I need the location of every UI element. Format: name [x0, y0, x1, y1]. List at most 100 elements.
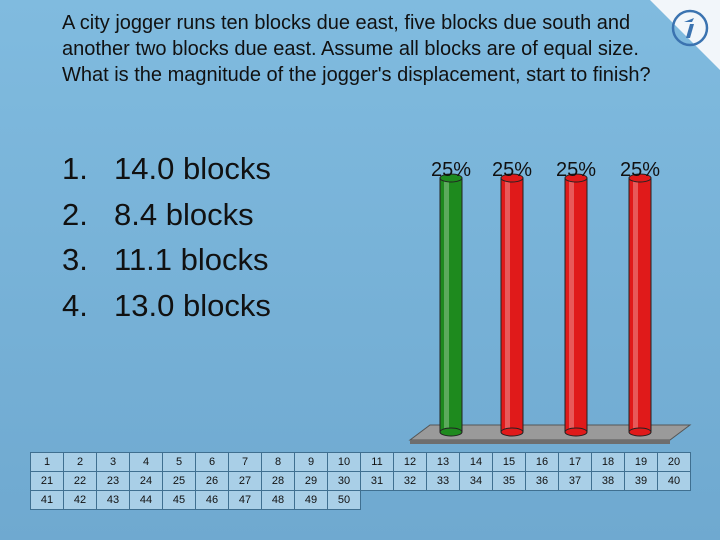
chart-bar [500, 177, 524, 433]
response-cell: 5 [162, 452, 196, 472]
response-cell-empty [394, 491, 427, 510]
answer-list: 1. 14.0 blocks 2. 8.4 blocks 3. 11.1 blocks… [62, 146, 271, 328]
chart-bar-base [500, 427, 524, 437]
response-cell: 27 [228, 471, 262, 491]
response-cell: 6 [195, 452, 229, 472]
turning-technologies-logo-icon [671, 9, 709, 47]
answer-text: 8.4 blocks [114, 196, 254, 232]
response-cell: 50 [327, 490, 361, 510]
chart-bar [628, 177, 652, 433]
response-cell: 26 [195, 471, 229, 491]
response-cell-empty [427, 491, 460, 510]
answer-text: 14.0 blocks [114, 151, 271, 186]
answer-number: 1. [62, 151, 88, 186]
response-cell: 15 [492, 452, 526, 472]
chart-data-label: 25% [556, 159, 596, 181]
chart-bar [564, 177, 588, 433]
response-cell-empty [658, 491, 691, 510]
question-text: A city jogger runs ten blocks due east, … [62, 12, 651, 86]
response-cell: 42 [63, 490, 97, 510]
response-cell: 7 [228, 452, 262, 472]
chart-bar-base [439, 427, 463, 437]
response-cell: 16 [525, 452, 559, 472]
chart-bar-cap [564, 173, 588, 183]
chart-bar-highlight [569, 178, 574, 432]
response-cell: 1 [30, 452, 64, 472]
response-cell: 31 [360, 471, 394, 491]
response-cell: 11 [360, 452, 394, 472]
answer-text: 13.0 blocks [114, 287, 271, 323]
chart-bar-highlight [633, 178, 638, 432]
response-grid: 1 2 3 4 5 6 7 8 9 10 11 12 13 14 15 16 17 18 19 20 21 22 23 24… [30, 452, 691, 510]
response-cell: 8 [261, 452, 295, 472]
response-cell: 13 [426, 452, 460, 472]
chart-bar-highlight [505, 178, 510, 432]
response-cell-empty [559, 491, 592, 510]
response-cell: 3 [96, 452, 130, 472]
response-cell: 43 [96, 490, 130, 510]
response-grid-row: 41 42 43 44 45 46 47 48 49 50 [30, 490, 691, 510]
response-cell: 2 [63, 452, 97, 472]
response-cell: 44 [129, 490, 163, 510]
response-cell: 10 [327, 452, 361, 472]
response-cell: 18 [591, 452, 625, 472]
chart-data-label: 25% [431, 159, 471, 181]
response-cell-empty [361, 491, 394, 510]
chart-bar-cap [628, 173, 652, 183]
response-cell: 9 [294, 452, 328, 472]
response-cell: 38 [591, 471, 625, 491]
response-cell: 46 [195, 490, 229, 510]
chart-bar-cap [500, 173, 524, 183]
response-cell: 36 [525, 471, 559, 491]
response-cell: 30 [327, 471, 361, 491]
response-cell: 22 [63, 471, 97, 491]
response-cell: 4 [129, 452, 163, 472]
chart-bar [439, 177, 463, 433]
response-cell: 41 [30, 490, 64, 510]
response-cell: 21 [30, 471, 64, 491]
response-cell: 48 [261, 490, 295, 510]
response-cell: 40 [657, 471, 691, 491]
response-cell-empty [526, 491, 559, 510]
response-cell: 24 [129, 471, 163, 491]
response-cell: 33 [426, 471, 460, 491]
response-grid-row: 1 2 3 4 5 6 7 8 9 10 11 12 13 14 15 16 17 18 19 20 [30, 452, 691, 472]
response-cell-empty [460, 491, 493, 510]
chart-bar-base [628, 427, 652, 437]
response-cell: 20 [657, 452, 691, 472]
response-cell-empty [592, 491, 625, 510]
response-cell: 32 [393, 471, 427, 491]
response-cell: 23 [96, 471, 130, 491]
answer-option-2[interactable]: 2. 8.4 blocks [62, 192, 271, 238]
chart-floor-edge [410, 440, 670, 444]
chart-bar-cap [439, 173, 463, 183]
response-cell: 14 [459, 452, 493, 472]
response-cell: 39 [624, 471, 658, 491]
response-cell-empty [625, 491, 658, 510]
response-cell: 29 [294, 471, 328, 491]
answer-number: 2. [62, 196, 88, 232]
answer-number: 3. [62, 242, 88, 277]
response-cell: 34 [459, 471, 493, 491]
response-cell: 35 [492, 471, 526, 491]
response-cell: 12 [393, 452, 427, 472]
chart-data-label: 25% [492, 159, 532, 181]
response-cell: 37 [558, 471, 592, 491]
answer-option-3[interactable]: 3. 11.1 blocks [62, 237, 271, 283]
response-grid-row: 21 22 23 24 25 26 27 28 29 30 31 32 33 34 35 36 37 38 39 40 [30, 471, 691, 491]
response-cell: 28 [261, 471, 295, 491]
answer-text: 11.1 blocks [114, 242, 269, 277]
response-cell: 45 [162, 490, 196, 510]
response-cell: 25 [162, 471, 196, 491]
response-cell: 49 [294, 490, 328, 510]
chart-bar-base [564, 427, 588, 437]
response-cell-empty [493, 491, 526, 510]
answer-option-4[interactable]: 4. 13.0 blocks [62, 283, 271, 329]
chart-bar-highlight [444, 178, 449, 432]
response-cell: 17 [558, 452, 592, 472]
response-cell: 19 [624, 452, 658, 472]
answer-option-1[interactable]: 1. 14.0 blocks [62, 146, 271, 192]
answer-number: 4. [62, 287, 88, 323]
